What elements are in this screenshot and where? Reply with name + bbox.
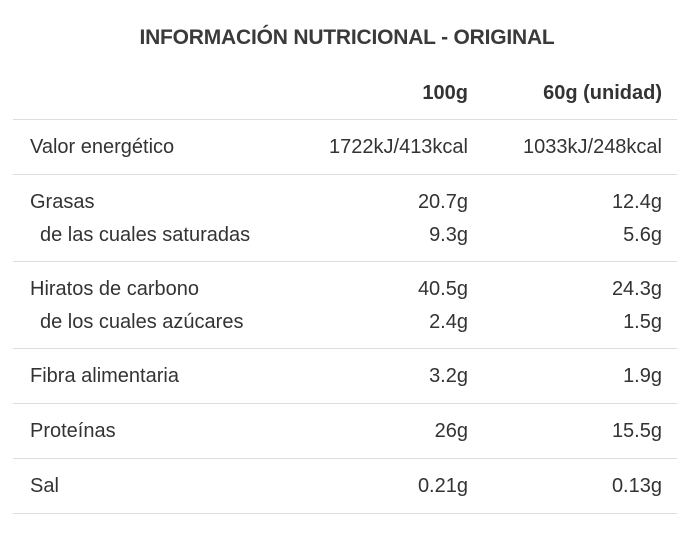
row-proteinas: Proteínas 26g 15.5g <box>13 403 677 458</box>
row-label: Sal <box>30 475 59 497</box>
value-60g: 24.3g <box>611 278 662 300</box>
value-100g: 26g <box>434 420 468 442</box>
row-valor-energetico: Valor energético 1722kJ/413kcal 1033kJ/2… <box>13 119 677 174</box>
value-100g: 3.2g <box>429 365 468 387</box>
value-100g: 40.5g <box>417 278 468 300</box>
value-60g: 12.4g <box>611 191 662 213</box>
value-60g: 1.9g <box>623 365 662 387</box>
row-grasas: Grasas 20.7g 12.4g de las cuales saturad… <box>13 174 677 261</box>
sub-value-100g: 9.3g <box>429 224 468 246</box>
row-sal: Sal 0.21g 0.13g <box>13 458 677 514</box>
row-label: Proteínas <box>30 420 116 442</box>
sub-row-label: de las cuales saturadas <box>40 224 251 246</box>
value-60g: 0.13g <box>611 475 662 497</box>
row-hidratos: Hiratos de carbono 40.5g 24.3g de los cu… <box>13 261 677 348</box>
nutrition-table: 100g 60g (unidad) Valor energético 1722k… <box>13 66 677 514</box>
value-100g: 0.21g <box>417 475 468 497</box>
value-60g: 15.5g <box>611 420 662 442</box>
sub-value-60g: 1.5g <box>623 311 662 333</box>
row-label: Grasas <box>30 191 95 213</box>
row-label: Hiratos de carbono <box>30 278 199 300</box>
row-label: Valor energético <box>30 136 175 158</box>
column-header-100g: 100g <box>422 82 468 104</box>
column-header-60g: 60g (unidad) <box>543 82 662 104</box>
sub-value-60g: 5.6g <box>623 224 662 246</box>
sub-row-label: de los cuales azúcares <box>40 311 244 333</box>
table-title: INFORMACIÓN NUTRICIONAL - ORIGINAL <box>139 26 555 49</box>
row-label: Fibra alimentaria <box>30 365 179 387</box>
sub-value-100g: 2.4g <box>429 311 468 333</box>
value-60g: 1033kJ/248kcal <box>523 136 662 158</box>
row-fibra: Fibra alimentaria 3.2g 1.9g <box>13 348 677 403</box>
value-100g: 1722kJ/413kcal <box>329 136 468 158</box>
table-header-row: 100g 60g (unidad) <box>13 66 677 119</box>
value-100g: 20.7g <box>417 191 468 213</box>
